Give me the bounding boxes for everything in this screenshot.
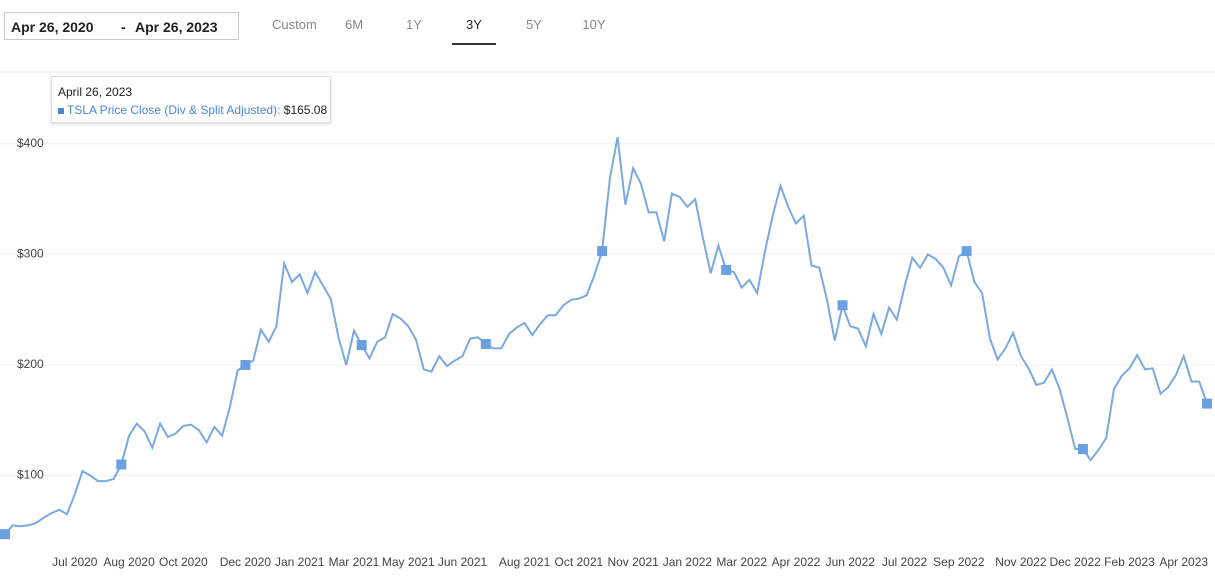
marker bbox=[240, 359, 251, 370]
x-tick-label: Jan 2021 bbox=[275, 555, 325, 569]
start-date[interactable]: Apr 26, 2020 bbox=[11, 19, 94, 35]
tooltip-label: TSLA Price Close (Div & Split Adjusted): bbox=[67, 103, 281, 117]
x-tick-label: Aug 2020 bbox=[103, 555, 155, 569]
range-button[interactable]: 1Y bbox=[406, 17, 422, 32]
x-tick-label: May 2021 bbox=[382, 555, 435, 569]
selected-underline bbox=[452, 43, 496, 45]
x-tick-label: Sep 2022 bbox=[933, 555, 985, 569]
x-tick-label: Apr 2023 bbox=[1159, 555, 1208, 569]
x-tick-label: Jul 2020 bbox=[52, 555, 98, 569]
y-tick-label: $100 bbox=[17, 468, 44, 482]
marker bbox=[116, 459, 127, 470]
end-date[interactable]: Apr 26, 2023 bbox=[135, 19, 218, 35]
range-button[interactable]: 10Y bbox=[582, 17, 606, 32]
x-tick-label: Jan 2022 bbox=[663, 555, 713, 569]
x-tick-label: Jul 2022 bbox=[882, 555, 928, 569]
x-tick-label: Oct 2020 bbox=[159, 555, 208, 569]
x-tick-label: Nov 2022 bbox=[995, 555, 1047, 569]
range-button[interactable]: 3Y bbox=[466, 17, 482, 32]
price-line bbox=[4, 137, 1208, 535]
x-tick-label: Mar 2021 bbox=[329, 555, 380, 569]
tooltip: April 26, 2023 TSLA Price Close (Div & S… bbox=[51, 76, 331, 123]
marker bbox=[1077, 444, 1088, 455]
marker bbox=[356, 340, 367, 351]
marker bbox=[1202, 398, 1212, 409]
marker bbox=[837, 300, 848, 311]
range-button[interactable]: 5Y bbox=[526, 17, 542, 32]
x-tick-label: Nov 2021 bbox=[607, 555, 659, 569]
range-button[interactable]: Custom bbox=[272, 17, 317, 32]
tooltip-value: $165.08 bbox=[283, 103, 328, 117]
x-tick-label: Oct 2021 bbox=[555, 555, 604, 569]
marker bbox=[480, 338, 491, 349]
marker bbox=[0, 529, 10, 540]
date-range[interactable]: Apr 26, 2020 - Apr 26, 2023 bbox=[4, 12, 239, 40]
x-tick-label: Apr 2022 bbox=[772, 555, 821, 569]
x-tick-label: Aug 2021 bbox=[499, 555, 551, 569]
marker bbox=[721, 264, 732, 275]
x-tick-label: Jun 2021 bbox=[438, 555, 488, 569]
marker bbox=[597, 246, 608, 257]
y-tick-label: $200 bbox=[17, 357, 44, 371]
marker bbox=[961, 246, 972, 257]
separator: - bbox=[121, 19, 126, 35]
x-tick-label: Dec 2022 bbox=[1049, 555, 1101, 569]
y-tick-label: $300 bbox=[17, 247, 44, 261]
tooltip-series: TSLA Price Close (Div & Split Adjusted):… bbox=[58, 103, 327, 117]
range-button[interactable]: 6M bbox=[344, 17, 364, 32]
tooltip-date: April 26, 2023 bbox=[58, 85, 133, 99]
x-tick-label: Dec 2020 bbox=[220, 555, 272, 569]
x-tick-label: Mar 2022 bbox=[716, 555, 767, 569]
y-tick-label: $400 bbox=[17, 136, 44, 150]
x-tick-label: Feb 2023 bbox=[1104, 555, 1155, 569]
x-tick-label: Jun 2022 bbox=[826, 555, 876, 569]
